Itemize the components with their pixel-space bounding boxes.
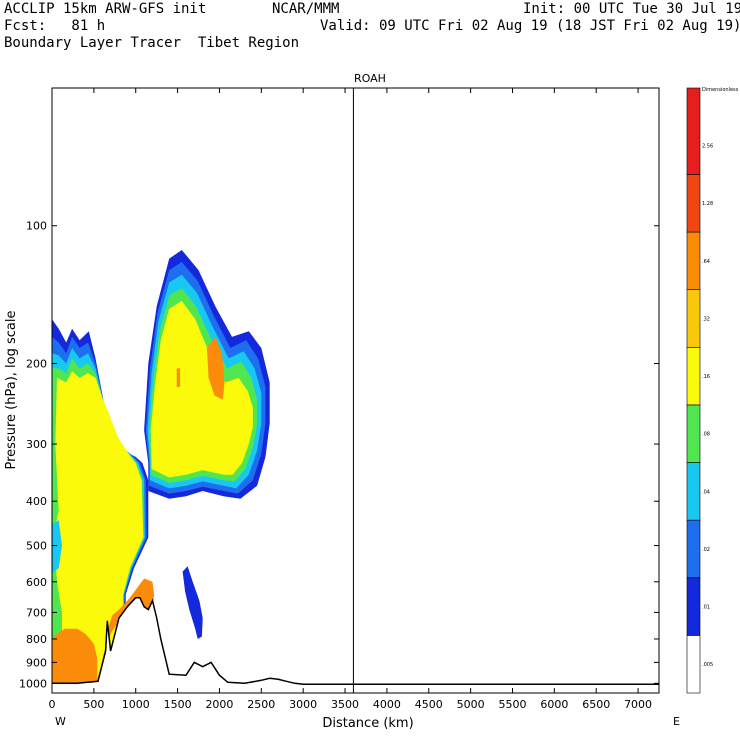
colorbar-label: .01 — [702, 605, 710, 611]
direction-west-label: W — [55, 715, 66, 728]
header-line2-right: Valid: 09 UTC Fri 02 Aug 19 (18 JST Fri … — [320, 18, 740, 34]
header-line2-left: Fcst: 81 h — [4, 18, 106, 34]
terrain-line — [52, 596, 659, 686]
y-tick-label: 500 — [26, 540, 47, 553]
y-tick-label: 700 — [26, 606, 47, 619]
plume-small-blue — [182, 566, 203, 639]
colorbar-label: .64 — [702, 259, 710, 265]
y-tick-label: 100 — [26, 220, 47, 233]
colorbar-label: .04 — [702, 489, 710, 495]
plume-west-cyan-pocket — [52, 520, 62, 574]
colorbar-label: .005 — [702, 662, 713, 668]
colorbar-box — [686, 519, 701, 579]
colorbar: .005 .01 .02 .04 .08 .16 .32 .64 1.28 2.56 Dimensi… — [686, 87, 739, 694]
colorbar-box — [686, 577, 701, 636]
x-tick-label: 4000 — [373, 698, 401, 711]
direction-east-label: E — [673, 715, 680, 728]
header-line1-right: Init: 00 UTC Tue 30 Jul 19 — [523, 1, 740, 17]
x-tick-label: 1000 — [122, 698, 150, 711]
header-line3-left: Boundary Layer Tracer Tibet Region — [4, 35, 300, 51]
colorbar-label: 1.28 — [702, 201, 713, 207]
y-tick-label: 600 — [26, 576, 47, 589]
colorbar-box — [686, 174, 701, 233]
y-tick-label: 400 — [26, 495, 47, 508]
x-tick-label: 2000 — [205, 698, 233, 711]
x-tick-label: 6500 — [582, 698, 610, 711]
colorbar-box — [686, 87, 701, 175]
y-axis: 100 200 300 400 500 600 700 800 900 1000 — [19, 220, 659, 690]
colorbar-box — [686, 289, 701, 348]
colorbar-title: Dimensionless — [702, 87, 739, 93]
colorbar-box — [686, 231, 701, 290]
plume-upper-yellow — [150, 300, 253, 478]
y-tick-label: 300 — [26, 438, 47, 451]
colorbar-box — [686, 404, 701, 463]
x-tick-label: 500 — [83, 698, 104, 711]
plume-upper-orange-spot — [176, 368, 181, 387]
x-tick-label: 5500 — [498, 698, 526, 711]
x-axis: 0 500 1000 1500 2000 2500 3000 3500 4000 4500 5000… — [49, 88, 652, 711]
header-line1-left: ACCLIP 15km ARW-GFS init — [4, 1, 207, 17]
y-tick-label: 800 — [26, 633, 47, 646]
plume-upper-orange-core — [206, 336, 225, 400]
x-tick-label: 3500 — [331, 698, 359, 711]
colorbar-label: .16 — [702, 374, 710, 380]
x-tick-label: 2500 — [247, 698, 275, 711]
terrain-fill — [52, 597, 659, 693]
x-tick-label: 5000 — [457, 698, 485, 711]
colorbar-box — [686, 346, 701, 406]
chart-title: ROAH — [354, 72, 386, 85]
colorbar-box — [686, 462, 701, 521]
x-tick-label: 4500 — [415, 698, 443, 711]
y-tick-label: 200 — [26, 357, 47, 370]
plume-west-yellow — [53, 371, 144, 684]
colorbar-box — [686, 635, 701, 694]
colorbar-label: .02 — [702, 547, 710, 553]
plume-boundary-orange-lower — [52, 628, 98, 684]
plot-frame — [51, 87, 660, 694]
colorbar-label: .32 — [702, 316, 710, 322]
x-tick-label: 7000 — [624, 698, 652, 711]
x-tick-label: 1500 — [164, 698, 192, 711]
y-axis-label: Pressure (hPa), log scale — [4, 311, 19, 470]
x-axis-label: Distance (km) — [322, 716, 413, 731]
y-tick-label: 900 — [26, 656, 47, 669]
colorbar-label: 2.56 — [702, 144, 713, 150]
terrain-layer — [52, 596, 659, 693]
tracer-field — [52, 250, 270, 684]
x-tick-label: 6000 — [540, 698, 568, 711]
x-tick-label: 0 — [49, 698, 56, 711]
colorbar-label: .08 — [702, 432, 710, 438]
x-tick-label: 3000 — [289, 698, 317, 711]
header-line1-mid: NCAR/MMM — [272, 1, 340, 17]
y-tick-label: 1000 — [19, 677, 47, 690]
